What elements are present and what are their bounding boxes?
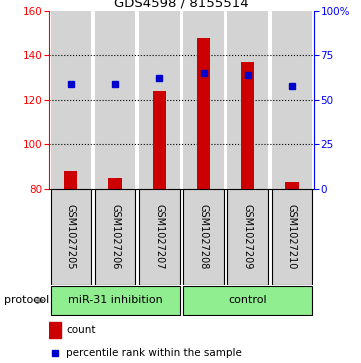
Bar bbox=[64, 171, 78, 189]
Bar bbox=[271, 189, 312, 285]
Bar bbox=[139, 11, 180, 189]
Bar bbox=[51, 189, 91, 285]
Bar bbox=[51, 11, 91, 189]
Text: GSM1027206: GSM1027206 bbox=[110, 204, 120, 270]
Bar bbox=[153, 91, 166, 189]
Text: GSM1027208: GSM1027208 bbox=[199, 204, 209, 270]
Bar bbox=[285, 182, 299, 189]
Bar bbox=[95, 189, 135, 285]
Bar bbox=[51, 286, 180, 315]
Bar bbox=[227, 189, 268, 285]
Bar bbox=[183, 189, 224, 285]
Text: GSM1027205: GSM1027205 bbox=[66, 204, 76, 270]
Bar bbox=[183, 11, 224, 189]
Bar bbox=[241, 62, 255, 189]
Bar bbox=[227, 11, 268, 189]
Bar bbox=[95, 11, 135, 189]
Text: GSM1027210: GSM1027210 bbox=[287, 204, 297, 270]
Text: GSM1027207: GSM1027207 bbox=[154, 204, 164, 270]
Bar bbox=[197, 37, 210, 189]
Text: protocol: protocol bbox=[4, 295, 49, 305]
Bar bbox=[139, 189, 180, 285]
Bar bbox=[271, 11, 312, 189]
Text: count: count bbox=[66, 325, 95, 335]
Text: GSM1027209: GSM1027209 bbox=[243, 204, 253, 270]
Bar bbox=[183, 286, 312, 315]
Text: miR-31 inhibition: miR-31 inhibition bbox=[68, 295, 162, 305]
Bar bbox=[49, 322, 61, 338]
Text: percentile rank within the sample: percentile rank within the sample bbox=[66, 348, 242, 358]
Title: GDS4598 / 8155514: GDS4598 / 8155514 bbox=[114, 0, 249, 10]
Bar bbox=[108, 178, 122, 189]
Text: control: control bbox=[229, 295, 267, 305]
